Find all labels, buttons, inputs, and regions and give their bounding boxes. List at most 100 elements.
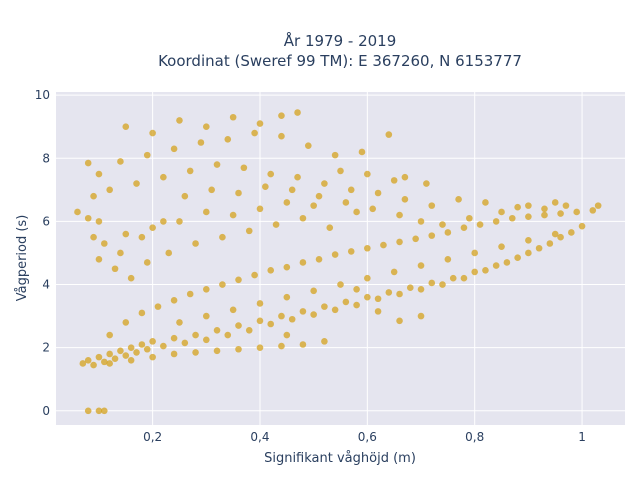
data-point bbox=[84, 214, 92, 222]
data-point bbox=[460, 274, 468, 282]
data-point bbox=[428, 202, 436, 209]
data-point bbox=[267, 170, 275, 178]
data-point bbox=[176, 218, 183, 225]
chart-title-line-1: År 1979 - 2019 bbox=[284, 31, 397, 50]
data-point bbox=[471, 249, 478, 257]
data-point bbox=[213, 161, 221, 168]
data-point bbox=[299, 341, 307, 348]
data-point bbox=[186, 290, 194, 298]
data-point bbox=[106, 360, 113, 367]
data-point bbox=[224, 331, 232, 339]
data-point bbox=[197, 139, 205, 146]
chart-title-line-2: Koordinat (Sweref 99 TM): E 367260, N 61… bbox=[158, 52, 522, 70]
data-point bbox=[331, 251, 339, 258]
data-point bbox=[310, 287, 317, 295]
data-point bbox=[256, 300, 264, 307]
data-point bbox=[203, 123, 210, 131]
data-point bbox=[508, 214, 516, 222]
data-point bbox=[331, 306, 339, 314]
data-point bbox=[170, 350, 178, 358]
data-point bbox=[364, 293, 371, 301]
data-point bbox=[267, 320, 275, 328]
data-point bbox=[143, 345, 151, 353]
data-point bbox=[111, 265, 119, 273]
data-point bbox=[84, 407, 92, 415]
data-point bbox=[417, 262, 425, 269]
data-point bbox=[455, 196, 462, 203]
data-point bbox=[74, 208, 81, 216]
data-point bbox=[321, 180, 328, 187]
data-point bbox=[170, 334, 178, 342]
data-point bbox=[251, 271, 258, 279]
data-point bbox=[460, 224, 468, 232]
data-point bbox=[358, 148, 366, 156]
data-point bbox=[498, 243, 505, 250]
data-point bbox=[229, 211, 237, 219]
data-point bbox=[492, 262, 500, 269]
data-point bbox=[90, 192, 97, 200]
data-point bbox=[192, 349, 199, 356]
data-point bbox=[283, 331, 291, 339]
data-point bbox=[390, 268, 398, 276]
data-point bbox=[122, 352, 130, 359]
data-point bbox=[294, 109, 301, 116]
data-point bbox=[95, 255, 103, 263]
data-point bbox=[224, 136, 232, 143]
data-point bbox=[525, 249, 532, 257]
y-tick-label: 8 bbox=[42, 151, 50, 165]
data-point bbox=[353, 285, 360, 293]
data-point bbox=[90, 361, 97, 369]
data-point bbox=[310, 202, 317, 209]
y-tick-label: 4 bbox=[42, 278, 50, 292]
data-point bbox=[106, 331, 113, 339]
data-point bbox=[557, 210, 564, 217]
data-point bbox=[396, 238, 403, 246]
data-point bbox=[117, 158, 124, 165]
data-point bbox=[562, 202, 570, 209]
data-point bbox=[240, 164, 248, 172]
y-axis-title: Vågperiod (s) bbox=[15, 215, 30, 302]
data-point bbox=[95, 170, 103, 178]
data-point bbox=[203, 285, 210, 293]
grid-lines bbox=[56, 92, 625, 425]
data-point bbox=[235, 322, 242, 329]
data-point bbox=[101, 407, 108, 415]
data-point bbox=[283, 263, 291, 271]
data-point bbox=[417, 285, 425, 293]
data-point bbox=[101, 358, 108, 366]
data-point bbox=[138, 341, 146, 348]
data-point bbox=[423, 180, 430, 187]
data-points bbox=[74, 109, 602, 415]
data-point bbox=[503, 259, 511, 266]
data-point bbox=[374, 295, 382, 303]
data-point bbox=[337, 167, 344, 175]
data-point bbox=[256, 317, 264, 325]
data-point bbox=[541, 205, 548, 213]
data-point bbox=[235, 189, 242, 197]
data-point bbox=[428, 232, 436, 239]
data-point bbox=[342, 298, 350, 306]
data-point bbox=[294, 173, 301, 181]
data-point bbox=[353, 301, 360, 309]
data-point bbox=[101, 240, 108, 247]
data-point bbox=[541, 211, 548, 219]
data-point bbox=[84, 356, 92, 364]
y-tick-label: 2 bbox=[42, 341, 50, 355]
x-tick-label: 0,4 bbox=[250, 430, 269, 444]
data-point bbox=[176, 319, 183, 326]
data-point bbox=[396, 290, 403, 298]
data-point bbox=[369, 205, 377, 213]
data-point bbox=[412, 235, 419, 243]
data-point bbox=[331, 151, 339, 159]
x-axis-title: Signifikant våghöjd (m) bbox=[264, 451, 416, 466]
data-point bbox=[482, 267, 489, 274]
data-point bbox=[176, 117, 183, 124]
x-tick-label: 0,6 bbox=[358, 430, 377, 444]
data-point bbox=[374, 308, 382, 315]
data-point bbox=[594, 202, 602, 209]
data-point bbox=[466, 214, 473, 222]
plot-area bbox=[56, 92, 625, 425]
data-point bbox=[122, 123, 130, 131]
